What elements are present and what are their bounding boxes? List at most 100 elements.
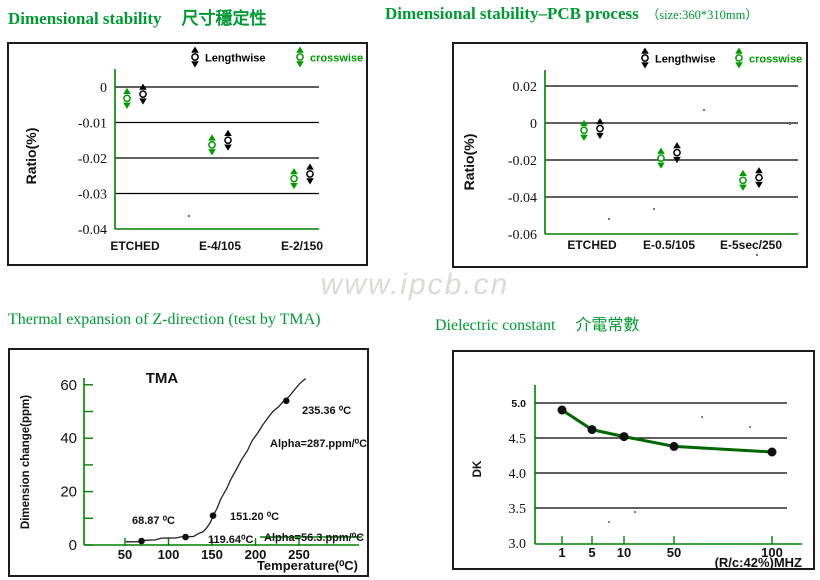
dielectric-constant-chart: 5.0 4.5 4.0 3.5 3.0 1 5 10 50 100 (R/c:42%)MHZ DK [452, 350, 815, 570]
dk-data-point [669, 441, 679, 451]
x-category-label: ETCHED [110, 239, 160, 253]
crosswise-data-marker [123, 87, 131, 109]
x-tick-label: 150 [201, 547, 223, 562]
x-tick-label: 1 [558, 545, 565, 560]
y-tick-label: 20 [60, 484, 77, 501]
tma-thermal-expansion-chart: 0 20 40 60 50 100 150 200 250 TMA Dimension change… [8, 348, 369, 577]
down-arrow-icon [306, 178, 314, 185]
y-axis-title: Dimension change(ppm) [20, 395, 32, 529]
lengthwise-data-marker [596, 118, 604, 140]
marker-circle [290, 174, 298, 183]
legend-label: crosswise [749, 54, 802, 66]
marker-circle [735, 54, 743, 62]
curve-point [282, 397, 290, 405]
x-category-label: E-5sec/250 [720, 238, 782, 252]
up-arrow-icon [739, 169, 747, 177]
dimensional_stability-plot: 0 -0.01 -0.02 -0.03 -0.04 Ratio(%) Lengthwise c… [23, 46, 363, 253]
dk-plot: 5.0 4.5 4.0 3.5 3.0 1 5 10 50 100(R/c:42%)MHZ DK [472, 385, 802, 568]
title-dimensional-stability-en: Dimensional stability [8, 9, 162, 28]
dk-data-point [767, 447, 777, 457]
x-tick-label: 100 [761, 545, 783, 560]
watermark: www.ipcb.cn [320, 268, 510, 301]
x-tick-label: 10 [617, 545, 631, 560]
title-dimensional-stability-zh: 尺寸穩定性 [181, 9, 267, 28]
curve-point [209, 512, 217, 519]
y-tick-label: 0 [100, 81, 107, 96]
x-category-label: E-2/150 [281, 239, 323, 253]
title-thermal-expansion-en: Thermal expansion of Z-direction (test b… [8, 311, 321, 328]
alpha-annotation: Alpha=56.3.ppm/⁰C [264, 532, 364, 544]
y-tick-label: -0.04 [508, 191, 537, 206]
x-category-label: E-0.5/105 [643, 238, 695, 252]
speck [755, 253, 759, 257]
speck [607, 217, 611, 221]
curve-point [182, 533, 189, 541]
crosswise-data-marker [580, 119, 588, 141]
speck [700, 415, 704, 419]
tma-plot: 0 20 40 60 50 100 150 200 250 TMA Dimension change… [20, 370, 367, 573]
speck [596, 245, 600, 249]
marker-circle [123, 94, 131, 103]
alpha-annotation: Alpha=287.ppm/⁰C [270, 438, 367, 450]
down-arrow-icon [596, 132, 604, 140]
up-arrow-icon [580, 119, 588, 127]
up-arrow-icon [290, 168, 298, 175]
point-label: 235.36 ⁰C [302, 405, 351, 417]
legend-marker-icon [735, 47, 743, 69]
marker-circle [296, 53, 304, 61]
title-pcb-process-en: Dimensional stability–PCB process [385, 4, 639, 23]
x-tick-label: 5 [588, 545, 595, 560]
lengthwise-data-marker [139, 83, 147, 105]
y-tick-label: 0 [530, 117, 537, 132]
dk-data-point [619, 432, 629, 442]
lengthwise-data-marker [224, 129, 232, 151]
y-axis-title: Ratio(%) [23, 128, 39, 185]
down-arrow-icon [580, 134, 588, 141]
up-arrow-icon [224, 129, 232, 136]
x-tick-label: 200 [245, 547, 267, 562]
y-tick-label: -0.02 [508, 154, 537, 169]
speck [633, 510, 637, 514]
section-title-dimensional-stability: Dimensional stability 尺寸穩定性 [8, 4, 267, 29]
marker-circle [755, 173, 763, 182]
crosswise-data-marker [739, 169, 747, 191]
marker-circle [596, 124, 604, 133]
crosswise-data-marker [290, 168, 298, 190]
down-arrow-icon [296, 61, 304, 68]
x-tick-label: 50 [667, 545, 681, 560]
speck [607, 520, 611, 524]
x-axis-title: (R/c:42%)MHZ [715, 555, 802, 568]
down-arrow-icon [657, 162, 665, 169]
up-arrow-icon [296, 46, 304, 53]
dk-data-point [587, 425, 597, 435]
down-arrow-icon [673, 156, 681, 164]
y-tick-label: -0.02 [78, 152, 107, 167]
up-arrow-icon [657, 147, 665, 154]
x-tick-label: 50 [118, 547, 132, 562]
y-tick-label: 3.0 [509, 537, 527, 552]
y-tick-label: 60 [60, 377, 77, 394]
lengthwise-data-marker [306, 163, 314, 185]
title-pcb-process-size-note: （size:360*310mm） [646, 8, 758, 22]
up-arrow-icon [139, 83, 147, 90]
y-tick-label: 3.5 [509, 502, 527, 517]
tma-curve [125, 378, 307, 543]
title-dielectric-constant-zh: 介電常數 [575, 317, 640, 334]
down-arrow-icon [641, 62, 649, 69]
x-axis-title: Temperature(⁰C) [257, 558, 358, 573]
title-dielectric-constant-en: Dielectric constant [435, 317, 556, 334]
lengthwise-data-marker [755, 167, 763, 189]
lengthwise-data-marker [673, 142, 681, 164]
y-tick-label: 0 [69, 537, 77, 554]
legend-label: Lengthwise [205, 53, 266, 65]
down-arrow-icon [191, 61, 199, 68]
up-arrow-icon [755, 167, 763, 174]
dimensional-stability-pcb-chart: 0.02 0 -0.02 -0.04 -0.06 Ratio(%) Lengthwise cr… [452, 42, 808, 268]
legend-marker-icon [296, 46, 304, 68]
x-tick-label: 100 [158, 547, 180, 562]
legend-label: crosswise [310, 53, 363, 65]
x-tick-label: 250 [288, 547, 310, 562]
marker-circle [657, 154, 665, 163]
up-arrow-icon [123, 87, 131, 95]
